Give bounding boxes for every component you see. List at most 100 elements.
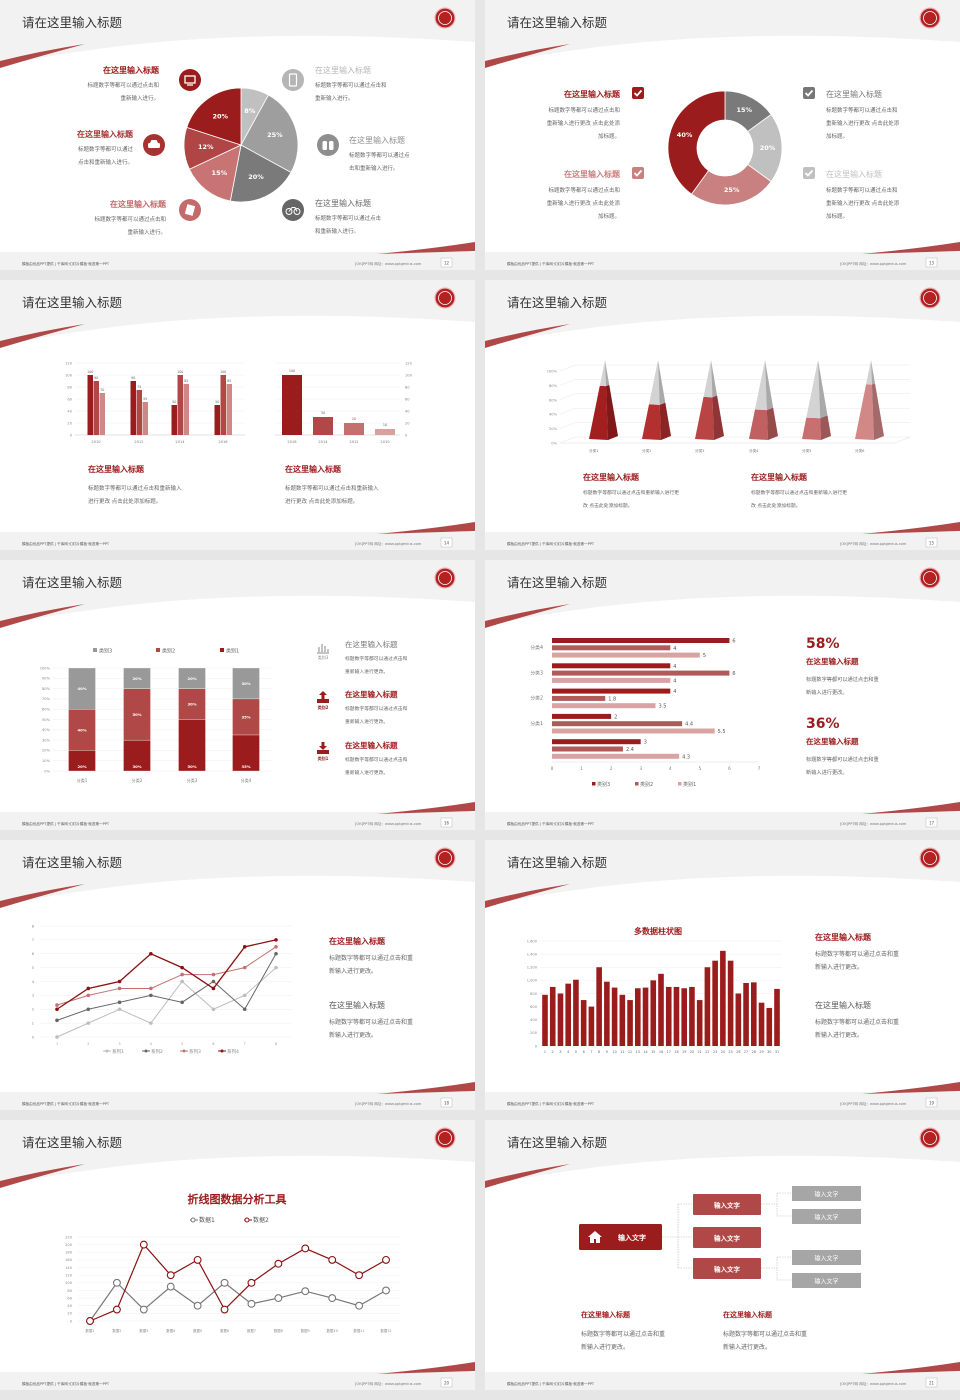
leaf-node[interactable]: 输入文字 bbox=[792, 1186, 861, 1201]
data-point bbox=[211, 972, 216, 977]
bar-data-label: 4.3 bbox=[682, 754, 690, 760]
y-tick-label: 120 bbox=[65, 361, 73, 365]
body-text: 新输入进行更改。 bbox=[581, 1343, 629, 1351]
bar-data-label: 6 bbox=[732, 671, 735, 677]
page-number-box bbox=[925, 1097, 938, 1108]
data-point bbox=[86, 986, 91, 991]
root-node[interactable]: 输入文字 bbox=[579, 1224, 662, 1250]
decor-swoosh bbox=[862, 802, 960, 814]
hbar bbox=[552, 728, 715, 734]
bar bbox=[226, 384, 232, 435]
category-label: 类别1 bbox=[318, 755, 329, 761]
legend-label: 类别3 bbox=[99, 648, 112, 655]
pyramid-remainder-face bbox=[754, 360, 767, 411]
line-series bbox=[55, 965, 278, 1039]
segment-data-label: 35% bbox=[241, 714, 250, 719]
bar bbox=[573, 979, 579, 1046]
item-title: 在这里输入标题 bbox=[723, 1310, 773, 1319]
bar-data-label: 2 bbox=[614, 714, 617, 720]
data-point bbox=[274, 951, 278, 956]
body-text: 标题数字等都可以通过点击和重 bbox=[723, 1330, 807, 1338]
bar bbox=[171, 405, 177, 435]
bar-chart-icon bbox=[317, 644, 329, 654]
segment-data-label: 20% bbox=[187, 676, 196, 681]
item-title: 在这里输入标题 bbox=[751, 472, 808, 482]
x-tick-label: 分类2 bbox=[642, 448, 651, 453]
slide-13[interactable]: 请在这里输入标题 模板由优品PPT提供 | 千库网·幻灯片模板·就选第一PPT [O… bbox=[485, 0, 960, 270]
slide-12[interactable]: 请在这里输入标题 模板由优品PPT提供 | 千库网·幻灯片模板·就选第一PPT [O… bbox=[0, 0, 475, 270]
footer-right-text: [OK]PPT网 网址：www.pptgenius.com bbox=[840, 1101, 907, 1106]
bar-data-label: 3.5 bbox=[659, 704, 667, 710]
slide-20[interactable]: 请在这里输入标题 模板由优品PPT提供 | 千库网·幻灯片模板·就选第一PPT [O… bbox=[0, 1120, 475, 1390]
y-tick-label: 1,200 bbox=[527, 966, 538, 970]
pyramid-filled-face bbox=[820, 415, 831, 440]
slide-15[interactable]: 请在这里输入标题 模板由优品PPT提供 | 千库网·幻灯片模板·就选第一PPT [O… bbox=[485, 280, 960, 550]
logo-seal bbox=[919, 847, 941, 869]
home-icon bbox=[588, 1231, 602, 1243]
data-point bbox=[180, 979, 184, 984]
bar-data-label: 50 bbox=[172, 400, 176, 404]
x-tick-label: 26 bbox=[736, 1050, 740, 1054]
x-tick-label: 2010 bbox=[91, 440, 101, 444]
content-area bbox=[485, 35, 960, 252]
slice-data-label: 20% bbox=[760, 144, 776, 152]
leaf-node[interactable]: 输入文字 bbox=[792, 1250, 861, 1265]
pyramid-shade bbox=[871, 383, 884, 440]
y-tick-label: 100% bbox=[40, 666, 51, 670]
bar-data-label: 50 bbox=[215, 400, 219, 404]
item-title: 在这里输入标题 bbox=[564, 89, 621, 99]
leaf-node[interactable]: 输入文字 bbox=[792, 1273, 861, 1288]
data-point bbox=[149, 986, 153, 991]
data-point bbox=[211, 979, 216, 984]
y-tick-label: 400 bbox=[530, 1018, 538, 1022]
bar bbox=[183, 384, 189, 435]
legend-marker bbox=[144, 1049, 148, 1053]
stat-value: 36% bbox=[806, 716, 840, 732]
x-tick-label: 1 bbox=[580, 766, 583, 771]
data-point bbox=[193, 1301, 202, 1310]
bar bbox=[743, 983, 749, 1046]
pyramid-filled-face bbox=[749, 409, 768, 440]
bar-data-label: 5 bbox=[703, 653, 706, 659]
x-tick-label: 8 bbox=[275, 1042, 277, 1046]
branch-node[interactable]: 输入文字 bbox=[693, 1227, 761, 1248]
pyramid-filled-face bbox=[659, 402, 671, 440]
slide-14[interactable]: 请在这里输入标题 模板由优品PPT提供 | 千库网·幻灯片模板·就选第一PPT [O… bbox=[0, 280, 475, 550]
data-point bbox=[117, 1000, 122, 1005]
bar bbox=[136, 390, 142, 435]
legend-swatch bbox=[93, 648, 97, 652]
node-label: 输入文字 bbox=[814, 1255, 838, 1263]
x-tick-label: 5 bbox=[699, 766, 702, 771]
pyramid-shade bbox=[712, 395, 724, 440]
item-title: 在这里输入标题 bbox=[285, 464, 342, 474]
pyramid-remainder-face bbox=[649, 360, 660, 405]
x-tick-label: 0 bbox=[551, 766, 554, 771]
bar bbox=[220, 375, 226, 435]
hbar bbox=[552, 713, 612, 719]
category-label: 分类2 bbox=[530, 695, 543, 702]
x-tick-label: 17 bbox=[667, 1050, 671, 1054]
data-point bbox=[139, 1305, 148, 1314]
body-text: 新输入进行更改。 bbox=[806, 688, 848, 696]
data-point bbox=[355, 1271, 364, 1280]
branch-node[interactable]: 输入文字 bbox=[693, 1194, 761, 1215]
leaf-node[interactable]: 输入文字 bbox=[792, 1209, 861, 1224]
body-text: 标题数字等都可以通过点击和重 bbox=[815, 1018, 899, 1026]
slide-18[interactable]: 请在这里输入标题 模板由优品PPT提供 | 千库网·幻灯片模板·就选第一PPT [O… bbox=[0, 840, 475, 1110]
slide-21[interactable]: 请在这里输入标题 模板由优品PPT提供 | 千库网·幻灯片模板·就选第一PPT [O… bbox=[485, 1120, 960, 1390]
slide-16[interactable]: 请在这里输入标题 模板由优品PPT提供 | 千库网·幻灯片模板·就选第一PPT [O… bbox=[0, 560, 475, 830]
x-tick-label: 数据6 bbox=[220, 1328, 229, 1333]
branch-node[interactable]: 输入文字 bbox=[693, 1258, 761, 1279]
x-tick-label: 2012 bbox=[134, 440, 143, 444]
y-tick-label: 200 bbox=[530, 1031, 538, 1035]
chart-title: 多数据柱状图 bbox=[634, 926, 682, 936]
legend-label: 类别1 bbox=[226, 648, 239, 655]
slide-19[interactable]: 请在这里输入标题 模板由优品PPT提供 | 千库网·幻灯片模板·就选第一PPT [O… bbox=[485, 840, 960, 1110]
bar-data-label: 20 bbox=[352, 417, 356, 421]
x-tick-label: 数据9 bbox=[301, 1328, 310, 1333]
category-label: 类别2 bbox=[318, 704, 329, 710]
series-line bbox=[89, 1243, 387, 1322]
decor-swoosh bbox=[377, 522, 475, 534]
slide-17[interactable]: 请在这里输入标题 模板由优品PPT提供 | 千库网·幻灯片模板·就选第一PPT [O… bbox=[485, 560, 960, 830]
